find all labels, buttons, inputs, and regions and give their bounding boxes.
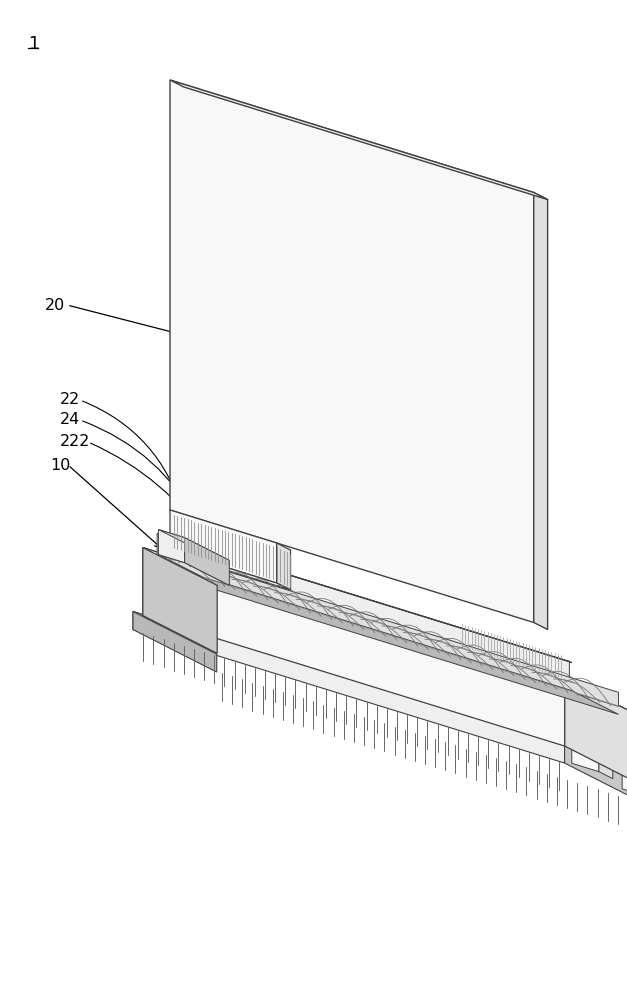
Polygon shape [622, 775, 627, 797]
Polygon shape [206, 565, 618, 706]
Text: 1: 1 [28, 35, 39, 53]
Polygon shape [159, 555, 229, 585]
Polygon shape [143, 548, 627, 716]
Text: 10: 10 [50, 458, 70, 473]
Polygon shape [143, 548, 217, 653]
Polygon shape [170, 550, 290, 590]
Polygon shape [572, 749, 613, 765]
Polygon shape [143, 548, 565, 746]
Polygon shape [133, 612, 217, 672]
Polygon shape [599, 758, 613, 779]
Polygon shape [133, 612, 627, 788]
Polygon shape [159, 530, 229, 560]
Text: 22: 22 [60, 392, 80, 408]
Polygon shape [157, 534, 569, 681]
Polygon shape [622, 775, 627, 790]
Polygon shape [160, 563, 618, 714]
Polygon shape [277, 543, 290, 590]
Text: 20: 20 [45, 298, 65, 312]
Polygon shape [170, 80, 534, 622]
Polygon shape [170, 80, 547, 200]
Text: 222: 222 [60, 434, 90, 450]
Polygon shape [564, 745, 627, 806]
Polygon shape [133, 612, 564, 763]
Polygon shape [572, 749, 599, 772]
Polygon shape [157, 534, 572, 663]
Polygon shape [565, 678, 627, 784]
Polygon shape [184, 538, 229, 585]
Polygon shape [159, 530, 184, 563]
Polygon shape [170, 510, 277, 583]
Polygon shape [534, 192, 547, 630]
Text: 24: 24 [60, 412, 80, 428]
